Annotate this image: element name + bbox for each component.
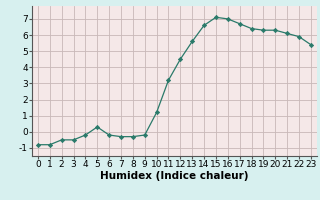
X-axis label: Humidex (Indice chaleur): Humidex (Indice chaleur) [100,171,249,181]
